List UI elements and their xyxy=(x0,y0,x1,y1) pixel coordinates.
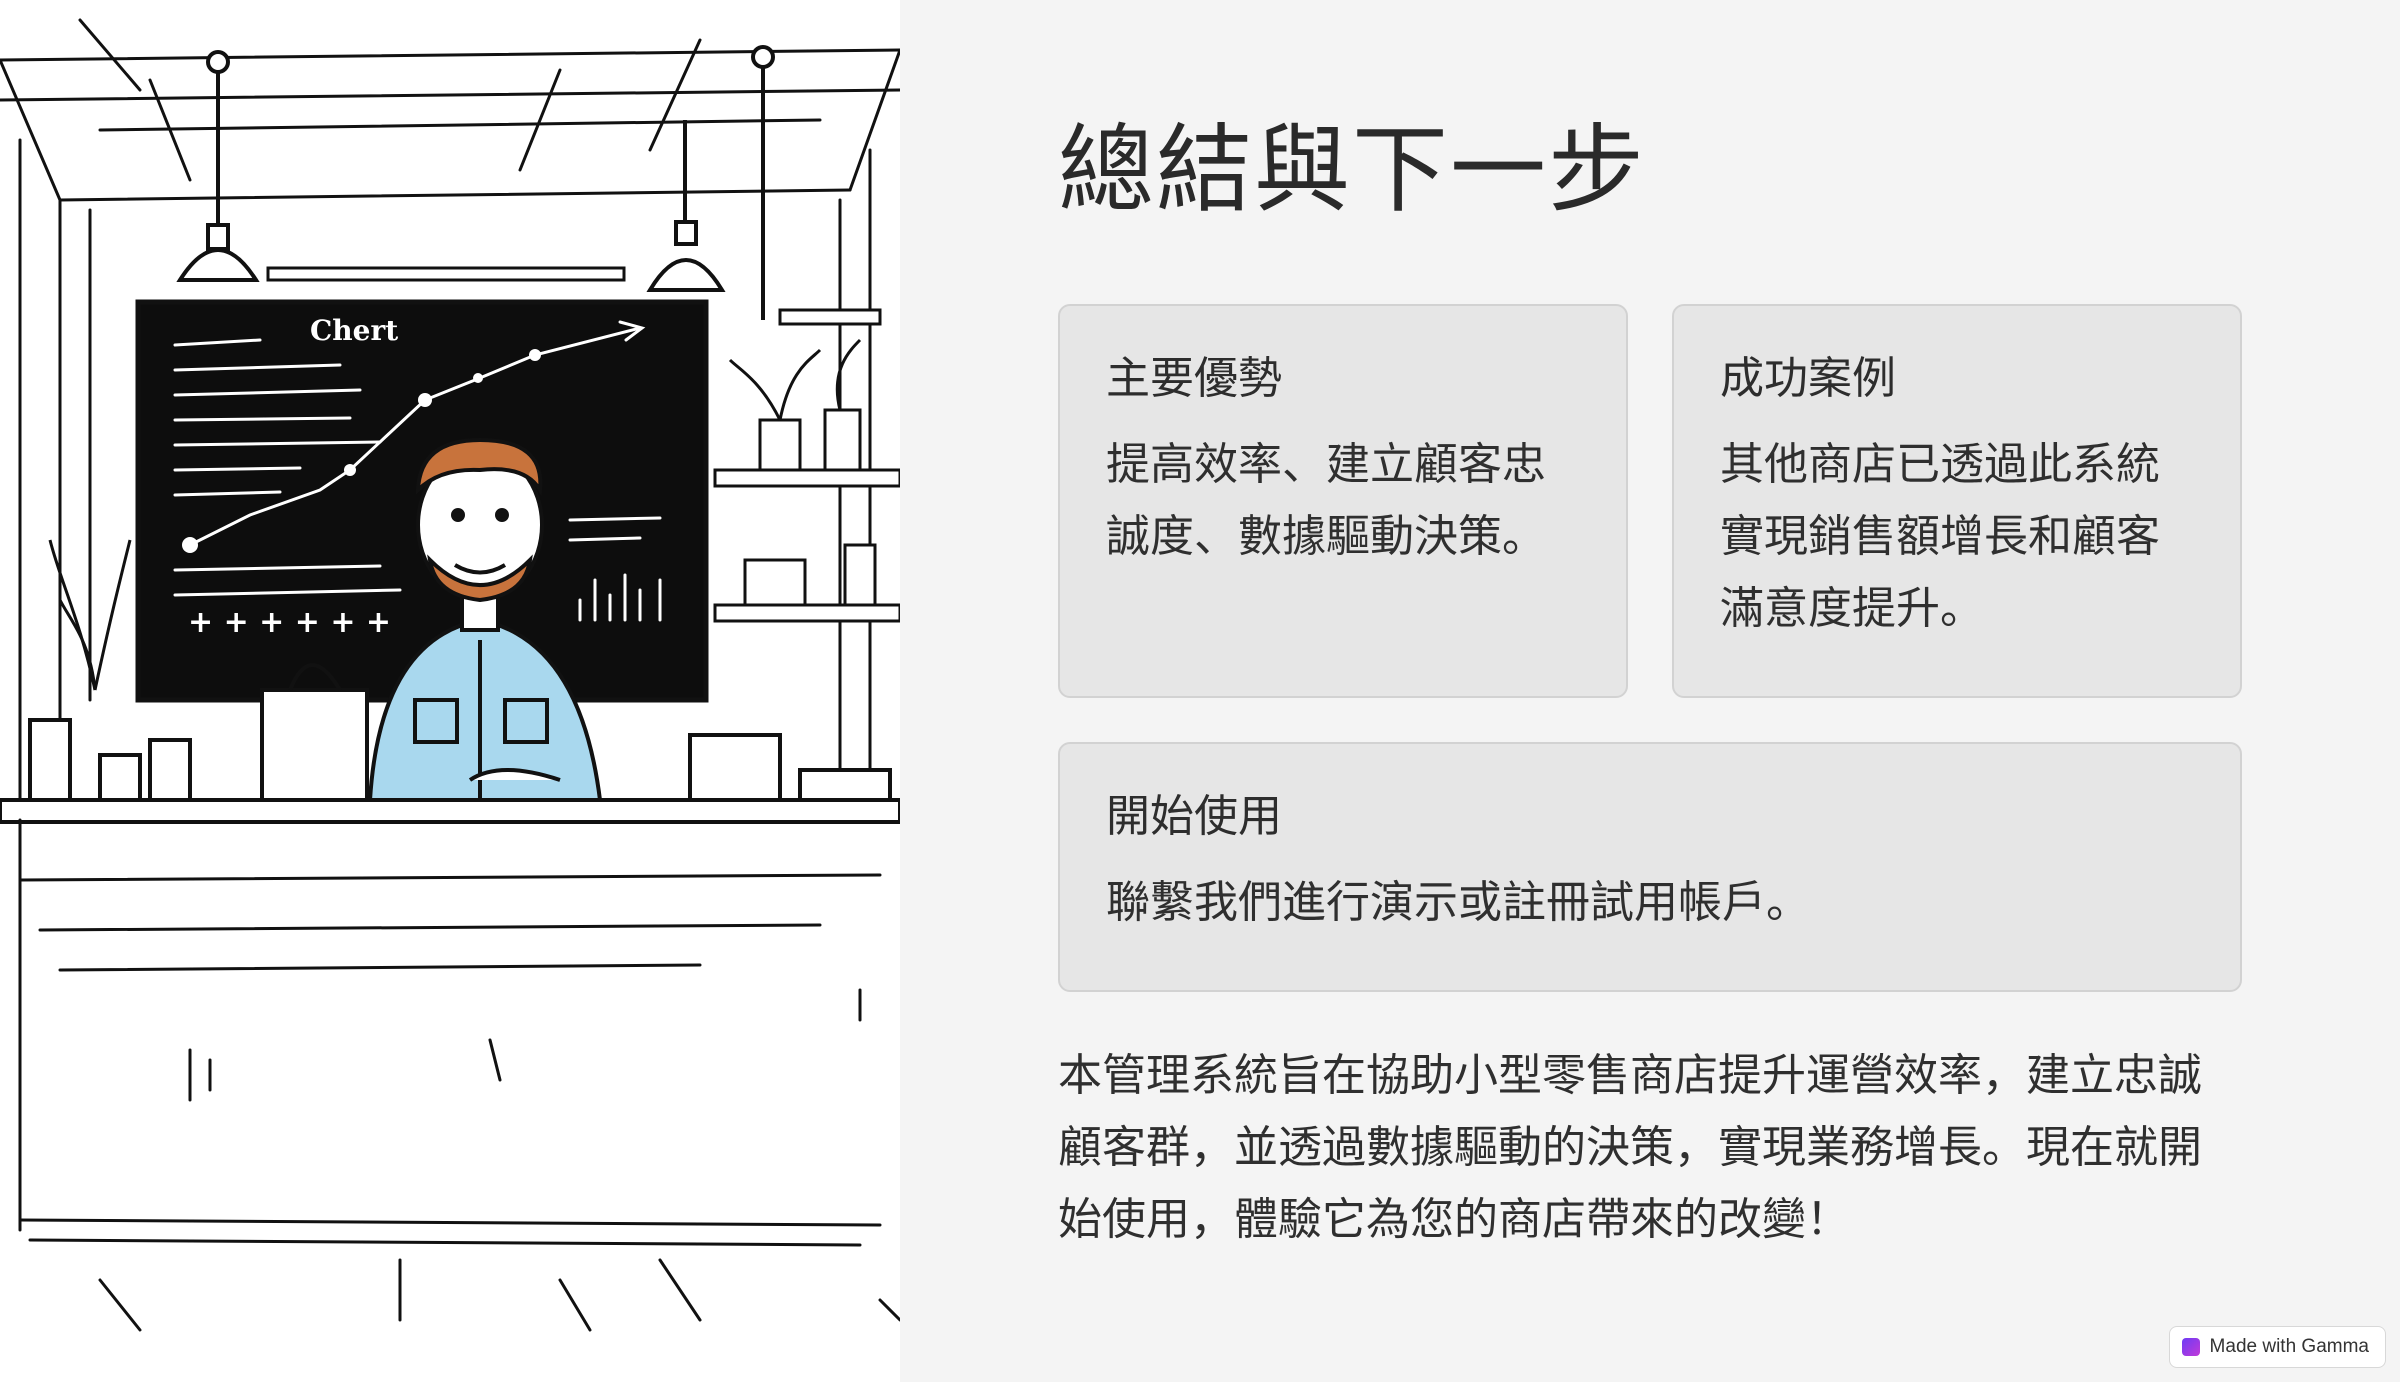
chalkboard-label: Chert xyxy=(310,314,398,347)
card-success-stories: 成功案例 其他商店已透過此系統實現銷售額增長和顧客滿意度提升。 xyxy=(1672,304,2242,698)
svg-text:+ + + + + +: + + + + + + xyxy=(188,605,391,640)
card-body: 其他商店已透過此系統實現銷售額增長和顧客滿意度提升。 xyxy=(1720,439,2160,635)
summary-paragraph: 本管理系統旨在協助小型零售商店提升運營效率，建立忠誠顧客群，並透過數據驅動的決策… xyxy=(1058,1050,2202,1245)
slide-title: 總結與下一步 xyxy=(1058,114,1646,226)
card-title: 成功案例 xyxy=(1720,353,1896,404)
shop-owner-illustration: + + + + + + Chert xyxy=(0,0,900,1382)
badge-label: Made with Gamma xyxy=(2209,1336,2369,1357)
card-key-advantages: 主要優勢 提高效率、建立顧客忠誠度、數據驅動決策。 xyxy=(1058,304,1628,698)
made-with-gamma-badge[interactable]: Made with Gamma xyxy=(2168,1326,2386,1368)
card-title: 開始使用 xyxy=(1106,791,1282,842)
gamma-logo-icon xyxy=(2181,1338,2200,1356)
card-title: 主要優勢 xyxy=(1106,353,1282,404)
card-get-started: 開始使用 聯繫我們進行演示或註冊試用帳戶。 xyxy=(1058,742,2242,992)
card-body: 聯繫我們進行演示或註冊試用帳戶。 xyxy=(1106,877,1810,929)
card-body: 提高效率、建立顧客忠誠度、數據驅動決策。 xyxy=(1106,439,1546,563)
slide-content: 總結與下一步 主要優勢 提高效率、建立顧客忠誠度、數據驅動決策。 成功案例 其他… xyxy=(1058,0,2244,1382)
